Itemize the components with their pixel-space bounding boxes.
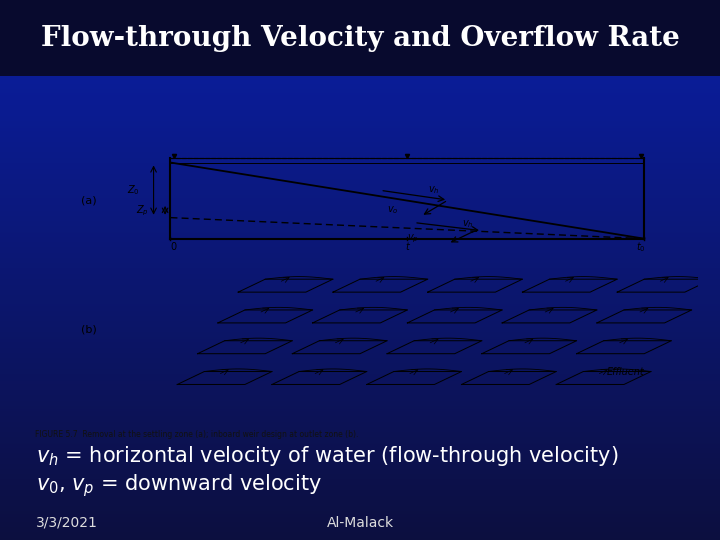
Bar xyxy=(0,0,720,76)
Text: $v_p$: $v_p$ xyxy=(408,233,419,245)
Text: 3/3/2021: 3/3/2021 xyxy=(36,516,98,530)
Text: t: t xyxy=(405,242,409,252)
Text: Flow-through Velocity and Overflow Rate: Flow-through Velocity and Overflow Rate xyxy=(40,25,680,52)
Text: $Z_p$: $Z_p$ xyxy=(135,203,148,218)
Text: $v_h$: $v_h$ xyxy=(462,218,473,230)
Text: $Z_0$: $Z_0$ xyxy=(127,183,140,197)
Text: $v_h$: $v_h$ xyxy=(428,185,439,196)
Text: Al-Malack: Al-Malack xyxy=(326,516,394,530)
Text: 0: 0 xyxy=(171,242,177,252)
Text: (b): (b) xyxy=(81,325,97,334)
Text: (a): (a) xyxy=(81,195,97,206)
Text: FIGURE 5.7  Removal at the settling zone (a); inboard weir design at outlet zone: FIGURE 5.7 Removal at the settling zone … xyxy=(35,430,359,439)
Text: $t_0$: $t_0$ xyxy=(636,240,646,254)
Text: $v_0$, $v_p$ = downward velocity: $v_0$, $v_p$ = downward velocity xyxy=(36,472,322,500)
Text: $v_h$ = horizontal velocity of water (flow-through velocity): $v_h$ = horizontal velocity of water (fl… xyxy=(36,444,618,468)
Text: Effluent: Effluent xyxy=(606,367,644,376)
Text: $v_o$: $v_o$ xyxy=(387,204,399,215)
